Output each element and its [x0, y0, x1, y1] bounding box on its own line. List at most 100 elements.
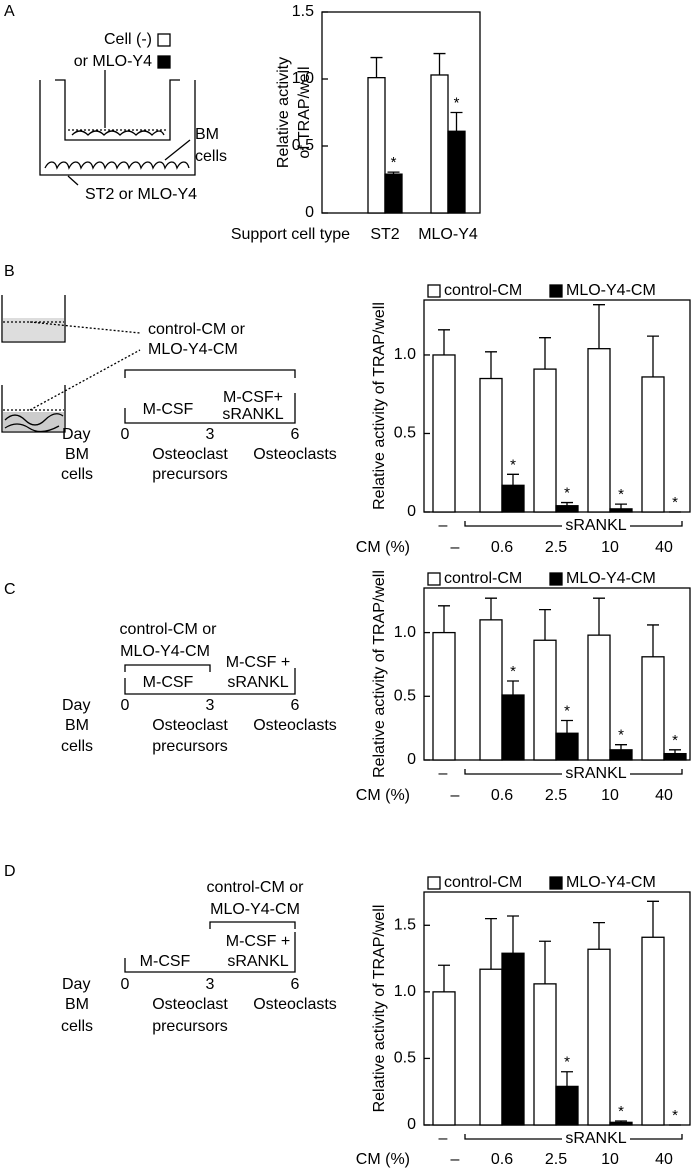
legend-swatch [427, 572, 441, 586]
error-bar [485, 597, 497, 620]
significance-mark: * [391, 154, 397, 171]
bracket-gap [562, 1130, 630, 1148]
significance-mark: * [564, 1054, 570, 1071]
y-axis-label: Relative activity [275, 57, 292, 168]
legend-swatch [427, 876, 441, 890]
diagram-label: M-CSF [140, 953, 191, 970]
x-tick-label: 10 [601, 787, 619, 804]
panel-label: D [4, 863, 16, 880]
bar [555, 1085, 579, 1126]
row-label: sRANKL [565, 765, 626, 782]
y-tick-label: 0 [407, 1116, 416, 1133]
x-tick-label: – [451, 1151, 460, 1168]
x-tick-label: 10 [601, 539, 619, 556]
row-label: – [439, 517, 448, 534]
bar [479, 377, 503, 513]
error-bar [615, 744, 627, 750]
bar [587, 634, 611, 761]
diagram-label: 6 [291, 697, 300, 714]
diagram-label: 3 [206, 976, 215, 993]
legend-label: control-CM [444, 282, 522, 299]
diagram-label: M-CSF + [226, 654, 290, 671]
y-tick-label: 0.5 [394, 688, 416, 705]
error-bar [370, 56, 383, 78]
error-bar [433, 52, 446, 75]
diagram-label: ST2 or MLO-Y4 [85, 186, 197, 203]
x-tick-label: 0.6 [491, 539, 513, 556]
y-axis-label: Relative activity of TRAP/well [371, 302, 388, 510]
bar [533, 639, 557, 761]
significance-mark: * [618, 1103, 624, 1120]
error-bar [387, 171, 400, 175]
bar [609, 749, 633, 761]
error-bar [485, 917, 497, 970]
diagram-label: 6 [291, 426, 300, 443]
diagram-label: Osteoclasts [253, 717, 337, 734]
diagram-label: Osteoclasts [253, 446, 337, 463]
bar [479, 619, 503, 761]
error-bar [647, 624, 659, 657]
error-bar [539, 337, 551, 370]
diagram-label: Day [62, 976, 90, 993]
error-bar [539, 940, 551, 984]
diagram-label: precursors [152, 738, 228, 755]
x-axis-label: Support cell type [231, 226, 350, 243]
diagram-label: precursors [152, 1018, 228, 1035]
diagram-label: Osteoclast [152, 717, 228, 734]
y-tick-label: 0.5 [292, 137, 314, 154]
significance-mark: * [672, 1107, 678, 1124]
error-bar [438, 329, 450, 355]
bar [641, 656, 665, 761]
legend-label: or MLO-Y4 [74, 53, 152, 70]
error-bar [561, 1071, 573, 1087]
row-label: sRANKL [565, 517, 626, 534]
diagram-label: M-CSF [143, 401, 194, 418]
x-tick-label: 0.6 [491, 787, 513, 804]
bar [367, 77, 386, 214]
error-bar [507, 680, 519, 696]
diagram-label: sRANKL [222, 406, 283, 423]
row-label: sRANKL [565, 1130, 626, 1147]
significance-mark: * [672, 494, 678, 511]
y-tick-label: 1.0 [292, 70, 314, 87]
legend-label: MLO-Y4-CM [566, 282, 656, 299]
bar [533, 983, 557, 1126]
diagram-label: precursors [152, 466, 228, 483]
row-label: – [439, 1130, 448, 1147]
bracket-gap [562, 765, 630, 783]
diagram-label: Osteoclast [152, 446, 228, 463]
bracket-gap [562, 517, 630, 535]
legend-swatch [157, 33, 171, 47]
bar [587, 948, 611, 1126]
x-tick-label: 0.6 [491, 1151, 513, 1168]
significance-mark: * [618, 727, 624, 744]
diagram-label: 6 [291, 976, 300, 993]
diagram-label: BM [195, 126, 219, 143]
y-axis-label: Relative activity of TRAP/well [371, 570, 388, 778]
bar [609, 1121, 633, 1126]
bar [533, 368, 557, 513]
error-bar [615, 503, 627, 509]
bar [432, 991, 456, 1126]
diagram-label: MLO-Y4-CM [148, 341, 238, 358]
y-tick-label: 1.5 [394, 917, 416, 934]
diagram-label: Day [62, 697, 90, 714]
diagram-label: MLO-Y4-CM [120, 643, 210, 660]
diagram-label: cells [61, 738, 93, 755]
legend-swatch [549, 572, 563, 586]
error-bar [450, 111, 463, 132]
legend-swatch [549, 876, 563, 890]
diagram-label: BM [65, 446, 89, 463]
error-bar [615, 1120, 627, 1123]
diagram-label: 3 [206, 697, 215, 714]
diagram-label: control-CM or [148, 321, 246, 338]
diagram-label: cells [61, 1018, 93, 1035]
x-tick-label: – [451, 787, 460, 804]
error-bar [507, 473, 519, 486]
error-bar [593, 597, 605, 636]
y-tick-label: 0 [407, 751, 416, 768]
bar [384, 173, 403, 214]
error-bar [647, 335, 659, 377]
row-label: – [439, 765, 448, 782]
panel-label: C [4, 581, 16, 598]
